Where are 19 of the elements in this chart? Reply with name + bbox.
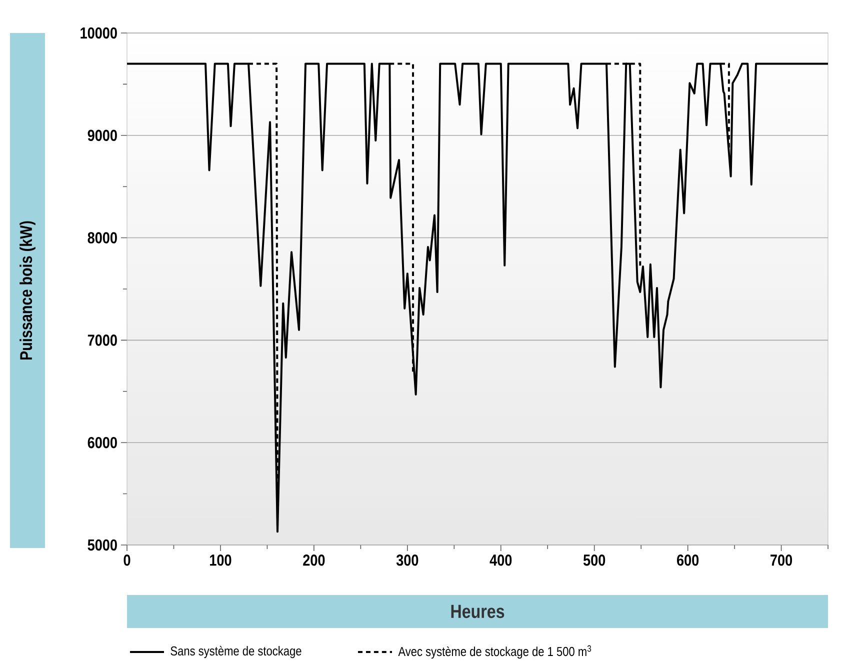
y-tick-label: 7000 — [88, 334, 117, 346]
x-tick-label: 300 — [396, 554, 418, 566]
x-tick-label: 200 — [303, 554, 325, 566]
x-tick-label: 700 — [770, 554, 792, 566]
x-tick-label: 100 — [210, 554, 232, 566]
x-tick-label: 400 — [490, 554, 512, 566]
x-tick-label: 0 — [124, 554, 130, 566]
y-tick-label: 8000 — [88, 232, 117, 244]
y-tick-label: 6000 — [88, 436, 117, 448]
y-tick-label: 9000 — [88, 130, 117, 142]
y-tick-label: 10000 — [80, 27, 117, 39]
legend-label: Avec système de stockage de 1 500 m$^{3}$ — [398, 645, 592, 659]
x-axis-title: Heures — [451, 604, 504, 618]
y-tick-label: 5000 — [88, 539, 117, 551]
x-tick-label: 500 — [583, 554, 606, 566]
legend-label: Sans système de stockage — [170, 646, 302, 658]
line-series — [126, 62, 830, 533]
x-tick-label: 600 — [677, 554, 699, 566]
y-axis-title: Puissance bois (kW) — [20, 221, 36, 360]
